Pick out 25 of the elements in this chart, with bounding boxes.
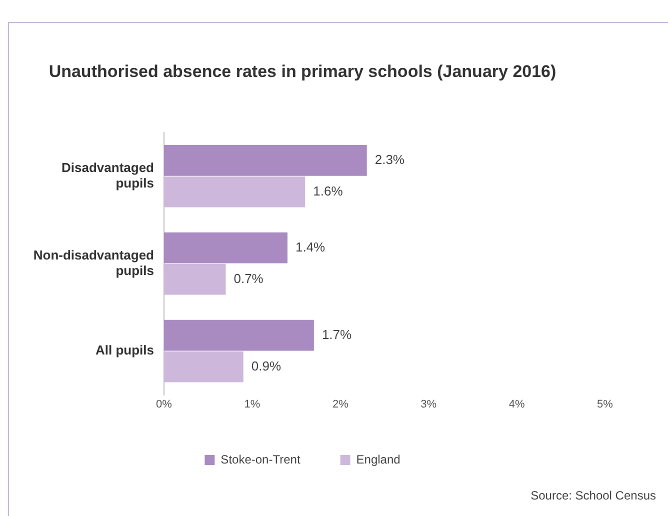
bar <box>164 351 244 382</box>
x-tick-label: 5% <box>597 398 614 410</box>
x-tick-label: 4% <box>508 398 525 410</box>
chart-title: Unauthorised absence rates in primary schools (January 2016) <box>48 62 556 81</box>
y-tick-label: Non-disadvantaged pupils <box>33 247 154 278</box>
legend-label: England <box>356 452 400 466</box>
x-tick-label: 3% <box>420 398 437 410</box>
data-label: 1.7% <box>322 326 352 342</box>
bar <box>164 232 288 264</box>
legend-label: Stoke-on-Trent <box>220 452 301 466</box>
data-label: 1.6% <box>313 183 344 198</box>
x-tick-label: 2% <box>332 398 349 410</box>
data-label: 1.4% <box>295 239 326 254</box>
x-tick-label: 1% <box>244 398 260 410</box>
bar <box>164 264 226 295</box>
source-note: Source: School Census <box>530 488 656 502</box>
data-label: 0.9% <box>251 358 282 374</box>
x-tick-label: 0% <box>156 398 172 410</box>
y-tick-label: Disadvantaged pupils <box>62 160 154 191</box>
y-tick-label: All pupils <box>96 342 154 358</box>
bar <box>164 320 314 351</box>
bar <box>164 144 367 176</box>
data-label: 2.3% <box>374 152 405 167</box>
bar <box>164 176 306 208</box>
data-label: 0.7% <box>234 270 264 286</box>
